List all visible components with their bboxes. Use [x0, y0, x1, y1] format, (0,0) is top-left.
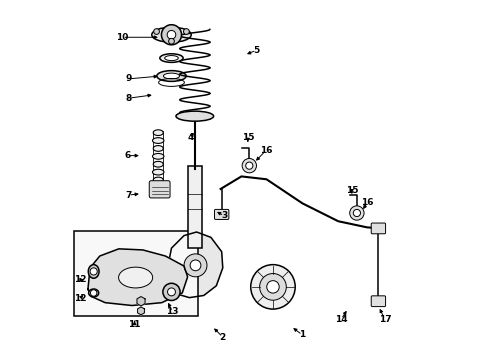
- Polygon shape: [88, 249, 188, 306]
- Text: 7: 7: [125, 190, 132, 199]
- Circle shape: [353, 210, 361, 217]
- Polygon shape: [167, 232, 223, 298]
- Ellipse shape: [176, 111, 214, 121]
- Ellipse shape: [165, 55, 178, 60]
- FancyBboxPatch shape: [215, 210, 229, 220]
- Circle shape: [260, 274, 286, 300]
- Text: 11: 11: [128, 320, 141, 329]
- Text: 15: 15: [345, 185, 358, 194]
- Ellipse shape: [160, 54, 183, 62]
- Circle shape: [167, 31, 176, 39]
- Ellipse shape: [152, 27, 191, 42]
- Circle shape: [184, 254, 207, 277]
- Circle shape: [242, 158, 256, 173]
- Ellipse shape: [89, 289, 98, 297]
- Circle shape: [161, 25, 181, 45]
- Ellipse shape: [157, 71, 186, 81]
- Bar: [188, 166, 202, 248]
- Text: 4: 4: [187, 133, 194, 142]
- Text: 10: 10: [116, 33, 128, 42]
- Circle shape: [90, 268, 97, 275]
- Text: 12: 12: [74, 275, 86, 284]
- Text: 16: 16: [260, 146, 272, 155]
- Text: 1: 1: [299, 330, 305, 339]
- Text: 17: 17: [379, 315, 391, 324]
- Ellipse shape: [119, 267, 153, 288]
- Text: 8: 8: [125, 94, 132, 103]
- Text: 3: 3: [221, 211, 227, 220]
- Text: 5: 5: [253, 46, 260, 55]
- Text: 12: 12: [74, 294, 86, 303]
- Circle shape: [169, 39, 174, 44]
- Circle shape: [245, 162, 253, 169]
- Ellipse shape: [152, 153, 164, 159]
- Text: 13: 13: [166, 307, 179, 316]
- Text: 9: 9: [125, 75, 132, 84]
- Circle shape: [251, 265, 295, 309]
- Circle shape: [154, 29, 159, 35]
- Circle shape: [190, 260, 201, 271]
- Ellipse shape: [153, 161, 163, 167]
- Circle shape: [350, 206, 364, 220]
- FancyBboxPatch shape: [149, 181, 170, 198]
- Circle shape: [163, 283, 180, 301]
- FancyBboxPatch shape: [371, 296, 386, 307]
- FancyBboxPatch shape: [371, 223, 386, 234]
- Circle shape: [184, 29, 189, 35]
- Text: 15: 15: [242, 133, 254, 142]
- Text: 2: 2: [220, 333, 226, 342]
- Ellipse shape: [153, 177, 163, 183]
- Ellipse shape: [88, 265, 99, 278]
- Ellipse shape: [152, 138, 164, 143]
- Circle shape: [267, 281, 279, 293]
- Text: 16: 16: [362, 198, 374, 207]
- Circle shape: [91, 290, 97, 296]
- Ellipse shape: [153, 130, 163, 135]
- Polygon shape: [137, 297, 145, 306]
- Circle shape: [168, 288, 175, 296]
- Bar: [74, 231, 198, 316]
- Polygon shape: [138, 307, 145, 315]
- Text: 6: 6: [124, 151, 130, 160]
- Text: 14: 14: [335, 315, 347, 324]
- Ellipse shape: [152, 169, 164, 175]
- Ellipse shape: [164, 73, 179, 79]
- Ellipse shape: [153, 145, 163, 151]
